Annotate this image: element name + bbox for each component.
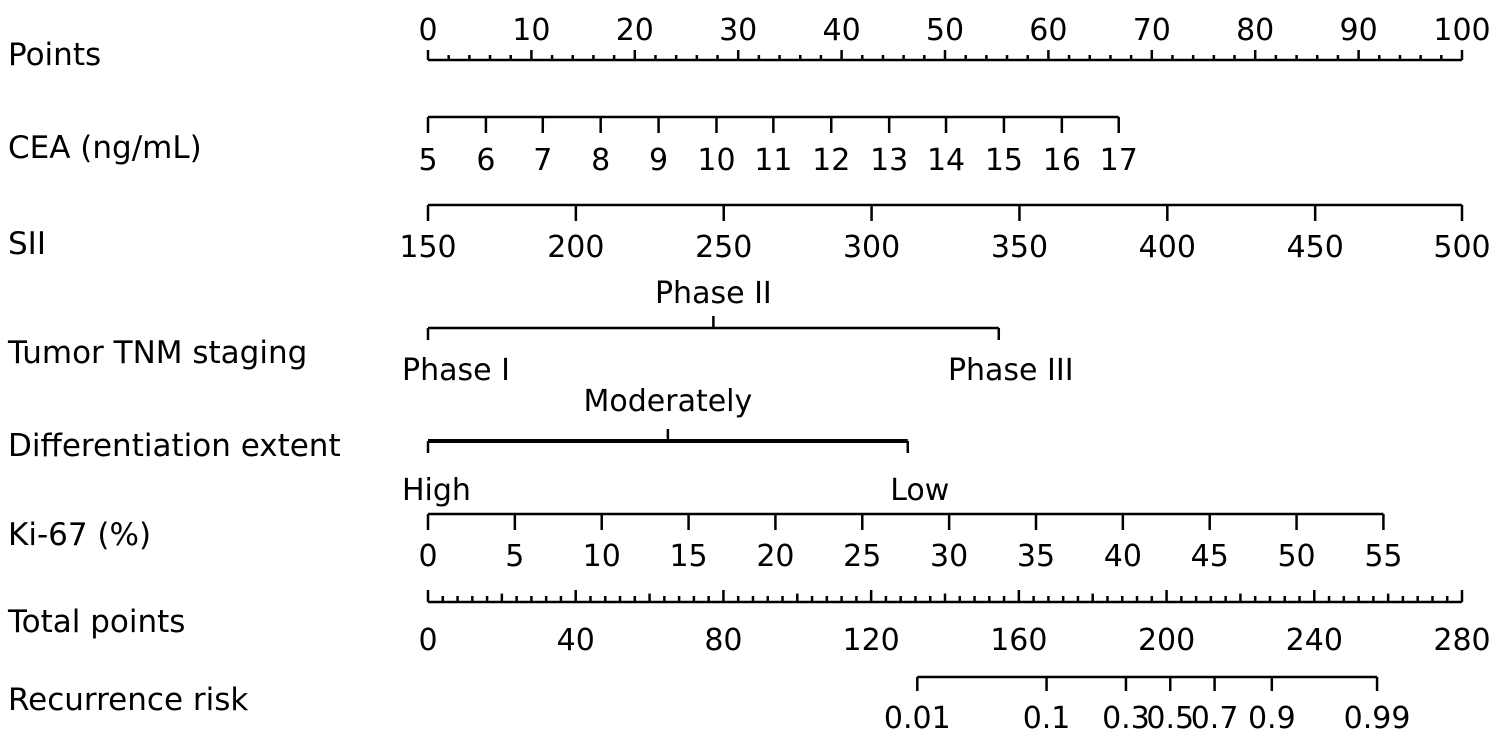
tick-label-tumor-tnm-staging: Phase II <box>655 276 772 311</box>
row-label-points: Points <box>8 37 101 73</box>
tick-label-total-points: 40 <box>557 623 595 658</box>
tick-label-cea-ng-ml: 7 <box>533 143 552 178</box>
tick-label-sii: 300 <box>843 230 900 265</box>
tick-label-total-points: 120 <box>843 623 900 658</box>
tick-label-tumor-tnm-staging: Phase III <box>948 353 1074 388</box>
tick-label-cea-ng-ml: 9 <box>649 143 668 178</box>
tick-label-total-points: 80 <box>704 623 742 658</box>
tick-label-sii: 500 <box>1433 230 1490 265</box>
tick-label-ki-67: 5 <box>505 539 524 574</box>
tick-label-points: 100 <box>1433 13 1490 48</box>
tick-label-recurrence-risk: 0.01 <box>884 701 951 736</box>
row-label-recurrence-risk: Recurrence risk <box>8 682 248 718</box>
row-label-cea-ng-ml: CEA (ng/mL) <box>8 130 202 166</box>
row-label-differentiation-extent: Differentiation extent <box>8 428 341 464</box>
tick-label-points: 70 <box>1133 13 1171 48</box>
tick-label-points: 20 <box>616 13 654 48</box>
row-label-tumor-tnm-staging: Tumor TNM staging <box>7 335 307 371</box>
tick-label-differentiation-extent: High <box>402 473 471 508</box>
tick-label-cea-ng-ml: 5 <box>418 143 437 178</box>
tick-label-total-points: 160 <box>990 623 1047 658</box>
tick-label-cea-ng-ml: 16 <box>1043 143 1081 178</box>
tick-label-recurrence-risk: 0.99 <box>1344 701 1411 736</box>
tick-label-differentiation-extent: Low <box>890 473 949 508</box>
tick-label-recurrence-risk: 0.3 <box>1102 701 1150 736</box>
tick-label-total-points: 280 <box>1433 623 1490 658</box>
tick-label-ki-67: 30 <box>930 539 968 574</box>
tick-label-ki-67: 25 <box>843 539 881 574</box>
tick-label-differentiation-extent: Moderately <box>584 384 753 419</box>
tick-label-sii: 150 <box>399 230 456 265</box>
tick-label-ki-67: 0 <box>418 539 437 574</box>
tick-label-cea-ng-ml: 8 <box>591 143 610 178</box>
tick-label-ki-67: 50 <box>1277 539 1315 574</box>
tick-label-recurrence-risk: 0.9 <box>1248 701 1296 736</box>
tick-label-recurrence-risk: 0.1 <box>1023 701 1071 736</box>
tick-label-ki-67: 35 <box>1017 539 1055 574</box>
tick-label-recurrence-risk: 0.7 <box>1191 701 1239 736</box>
tick-label-recurrence-risk: 0.5 <box>1146 701 1194 736</box>
row-label-ki-67: Ki-67 (%) <box>8 517 151 553</box>
tick-label-points: 80 <box>1236 13 1274 48</box>
tick-label-total-points: 0 <box>418 623 437 658</box>
row-label-total-points: Total points <box>7 604 185 640</box>
tick-label-sii: 400 <box>1139 230 1196 265</box>
tick-label-total-points: 240 <box>1286 623 1343 658</box>
tick-label-tumor-tnm-staging: Phase I <box>402 353 510 388</box>
tick-label-cea-ng-ml: 6 <box>476 143 495 178</box>
tick-label-points: 10 <box>512 13 550 48</box>
row-label-sii: SII <box>8 226 46 262</box>
tick-label-points: 40 <box>823 13 861 48</box>
tick-label-points: 30 <box>719 13 757 48</box>
tick-label-ki-67: 10 <box>583 539 621 574</box>
tick-label-ki-67: 55 <box>1364 539 1402 574</box>
tick-label-ki-67: 15 <box>669 539 707 574</box>
tick-label-ki-67: 20 <box>756 539 794 574</box>
tick-label-points: 50 <box>926 13 964 48</box>
tick-label-sii: 250 <box>695 230 752 265</box>
tick-label-points: 90 <box>1340 13 1378 48</box>
tick-label-sii: 450 <box>1287 230 1344 265</box>
tick-label-ki-67: 45 <box>1191 539 1229 574</box>
tick-label-cea-ng-ml: 14 <box>927 143 965 178</box>
tick-label-points: 60 <box>1029 13 1067 48</box>
tick-label-cea-ng-ml: 12 <box>812 143 850 178</box>
tick-label-sii: 350 <box>991 230 1048 265</box>
tick-label-points: 0 <box>418 13 437 48</box>
tick-label-cea-ng-ml: 10 <box>697 143 735 178</box>
tick-label-cea-ng-ml: 15 <box>985 143 1023 178</box>
tick-label-total-points: 200 <box>1138 623 1195 658</box>
tick-label-cea-ng-ml: 17 <box>1100 143 1138 178</box>
tick-label-sii: 200 <box>547 230 604 265</box>
tick-label-cea-ng-ml: 13 <box>870 143 908 178</box>
tick-label-cea-ng-ml: 11 <box>754 143 792 178</box>
tick-label-ki-67: 40 <box>1104 539 1142 574</box>
